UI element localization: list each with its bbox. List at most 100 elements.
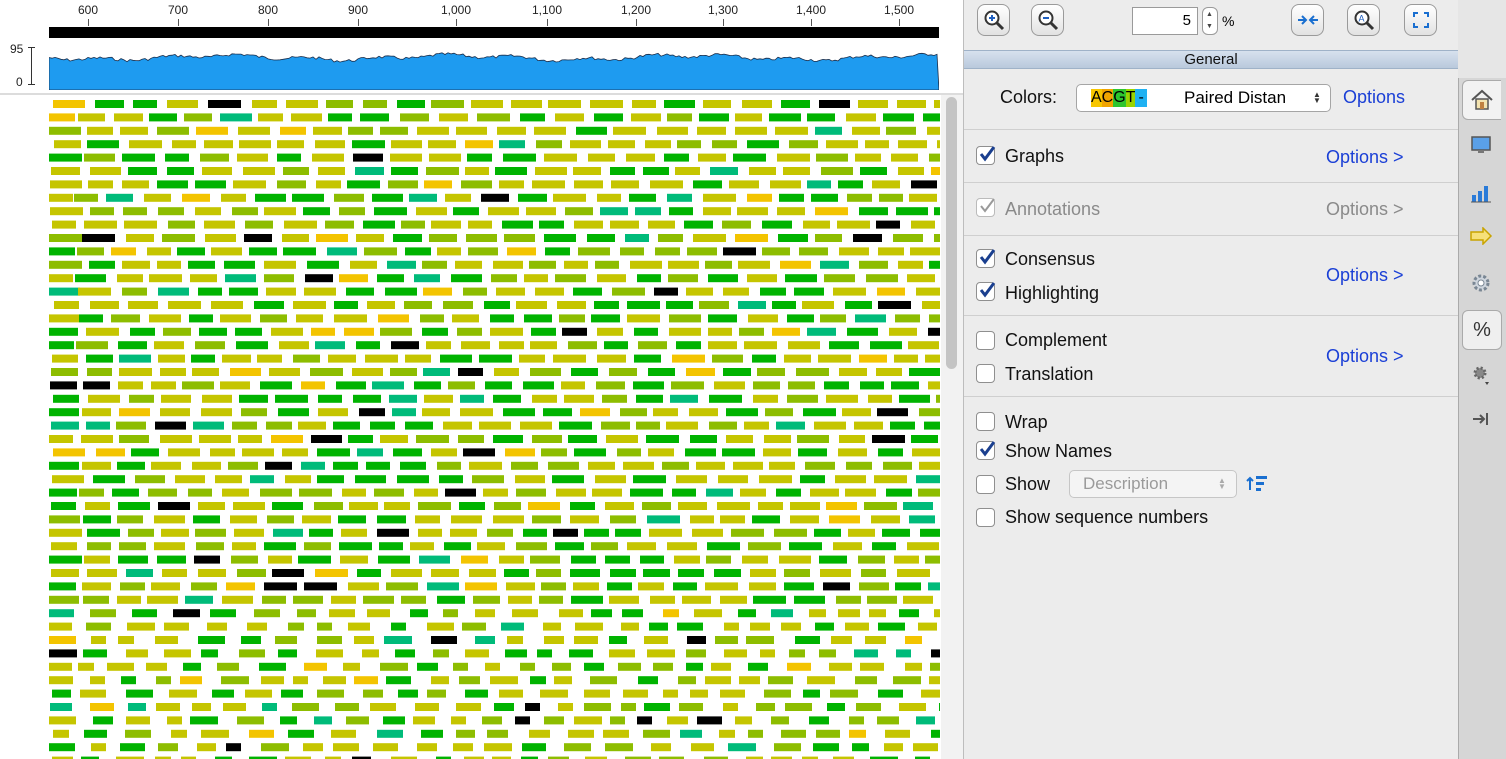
read[interactable]	[672, 354, 705, 363]
read[interactable]	[889, 327, 917, 336]
read[interactable]	[431, 636, 457, 644]
read[interactable]	[532, 515, 561, 524]
read[interactable]	[161, 528, 189, 537]
read[interactable]	[928, 582, 940, 591]
show-checkbox[interactable]	[976, 475, 995, 494]
read[interactable]	[285, 475, 311, 484]
read[interactable]	[201, 729, 229, 738]
read[interactable]	[317, 622, 332, 631]
read[interactable]	[82, 461, 111, 470]
read[interactable]	[744, 341, 777, 350]
read[interactable]	[854, 421, 883, 430]
read[interactable]	[171, 729, 187, 738]
read[interactable]	[796, 368, 829, 376]
read[interactable]	[612, 287, 645, 296]
read[interactable]	[632, 100, 656, 108]
read[interactable]	[687, 247, 717, 256]
read[interactable]	[507, 247, 536, 256]
read[interactable]	[820, 314, 846, 323]
read[interactable]	[708, 341, 737, 350]
read[interactable]	[342, 488, 366, 497]
read[interactable]	[49, 193, 73, 202]
read[interactable]	[662, 461, 689, 470]
read[interactable]	[574, 448, 606, 457]
read[interactable]	[90, 301, 119, 309]
read[interactable]	[340, 555, 368, 564]
translation-label[interactable]: Translation	[1005, 364, 1094, 384]
read[interactable]	[574, 220, 603, 229]
read[interactable]	[545, 247, 570, 256]
read[interactable]	[494, 368, 519, 376]
read[interactable]	[491, 274, 517, 283]
read[interactable]	[643, 167, 669, 175]
read[interactable]	[164, 622, 189, 631]
read[interactable]	[934, 100, 940, 108]
read[interactable]	[638, 676, 658, 685]
read[interactable]	[536, 140, 562, 149]
stepper-up-icon[interactable]: ▲	[1206, 11, 1213, 18]
read[interactable]	[225, 274, 256, 283]
read[interactable]	[161, 394, 191, 403]
stepper-down-icon[interactable]: ▼	[1206, 23, 1213, 30]
read[interactable]	[254, 609, 280, 618]
read[interactable]	[299, 488, 332, 497]
read[interactable]	[282, 448, 308, 457]
read[interactable]	[673, 582, 697, 591]
read[interactable]	[211, 247, 242, 256]
read[interactable]	[839, 435, 865, 443]
read[interactable]	[929, 153, 940, 162]
read[interactable]	[602, 394, 627, 403]
read[interactable]	[608, 140, 635, 149]
read[interactable]	[677, 622, 703, 631]
read[interactable]	[663, 689, 678, 698]
read[interactable]	[539, 595, 563, 604]
read[interactable]	[707, 542, 740, 551]
read[interactable]	[316, 649, 343, 658]
read[interactable]	[719, 729, 735, 738]
read[interactable]	[414, 274, 440, 283]
read[interactable]	[877, 408, 908, 417]
read[interactable]	[84, 220, 117, 229]
read[interactable]	[281, 689, 303, 698]
read[interactable]	[726, 408, 758, 417]
read[interactable]	[809, 609, 826, 618]
read[interactable]	[338, 515, 366, 524]
read[interactable]	[884, 743, 903, 752]
read[interactable]	[731, 528, 764, 537]
read[interactable]	[117, 595, 141, 604]
read[interactable]	[921, 689, 940, 698]
read[interactable]	[541, 448, 567, 457]
read[interactable]	[317, 448, 350, 457]
read[interactable]	[180, 676, 202, 685]
read[interactable]	[354, 676, 378, 685]
read[interactable]	[891, 153, 918, 162]
read[interactable]	[255, 193, 286, 202]
read[interactable]	[237, 153, 268, 162]
read[interactable]	[85, 502, 110, 510]
read[interactable]	[386, 582, 418, 591]
read[interactable]	[720, 595, 747, 604]
read[interactable]	[467, 153, 492, 162]
read[interactable]	[49, 126, 81, 135]
read[interactable]	[157, 555, 186, 564]
read[interactable]	[548, 100, 581, 108]
read[interactable]	[154, 341, 184, 350]
read[interactable]	[260, 381, 292, 390]
read[interactable]	[89, 260, 115, 269]
read[interactable]	[385, 287, 417, 296]
read[interactable]	[807, 327, 836, 336]
read[interactable]	[833, 287, 866, 296]
read[interactable]	[271, 327, 303, 336]
read[interactable]	[748, 662, 768, 671]
tab-display[interactable]	[1462, 126, 1500, 164]
read[interactable]	[530, 341, 557, 350]
read[interactable]	[128, 528, 154, 537]
read[interactable]	[49, 528, 82, 537]
read[interactable]	[380, 327, 412, 336]
read[interactable]	[601, 421, 630, 430]
read[interactable]	[788, 341, 820, 350]
read[interactable]	[373, 743, 398, 752]
read[interactable]	[723, 287, 749, 296]
show-sequence-numbers-label[interactable]: Show sequence numbers	[1005, 507, 1209, 527]
read[interactable]	[909, 515, 935, 524]
